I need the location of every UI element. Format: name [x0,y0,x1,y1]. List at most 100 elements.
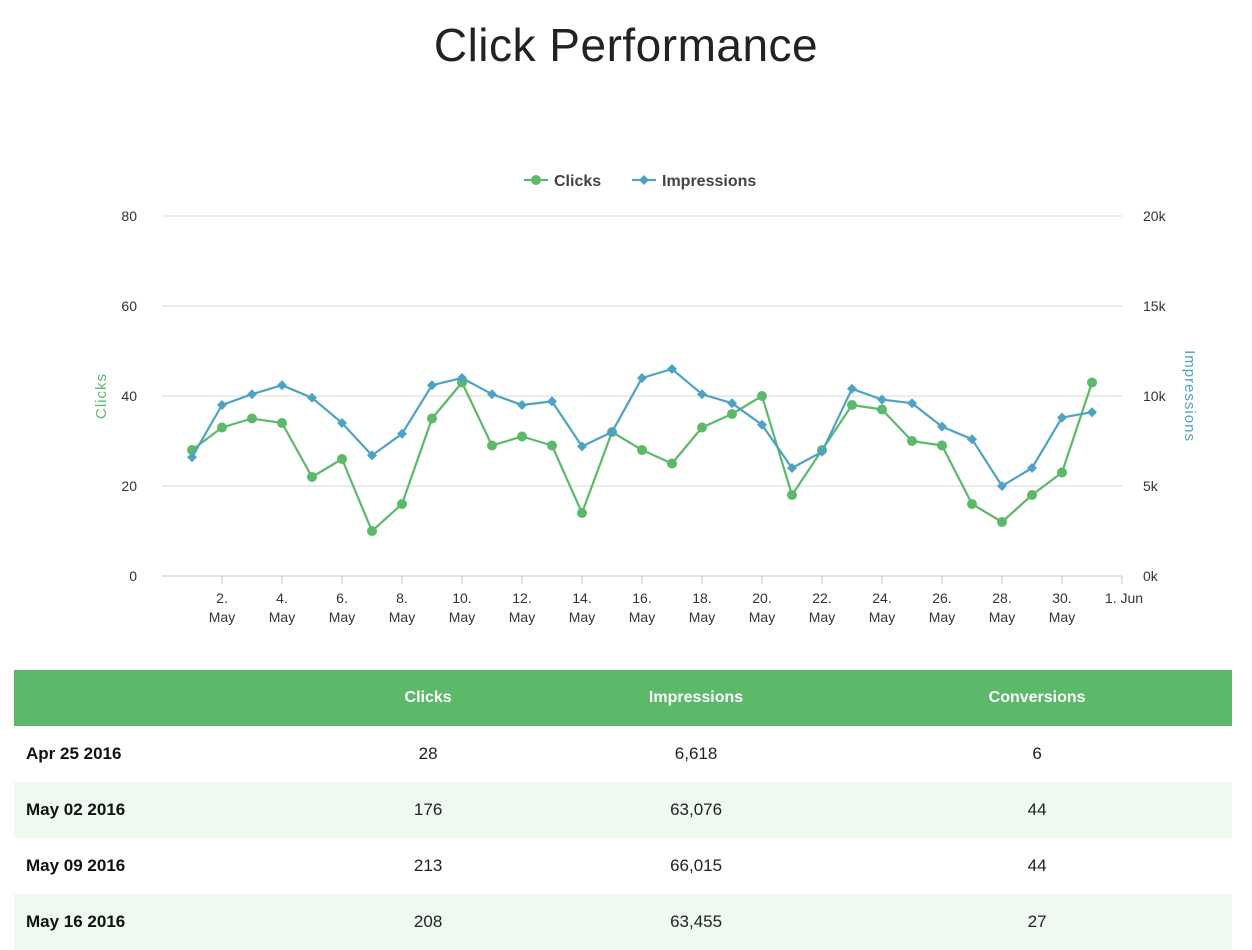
impressions-point [187,452,197,463]
clicks-point [637,445,647,455]
x-tick-label: May [689,609,715,625]
clicks-point [307,472,317,482]
x-tick-label: 12. [512,590,531,606]
impressions-point [937,421,947,432]
impressions-point [397,428,407,439]
impressions-point [307,392,317,403]
x-tick-label: 4. [276,590,288,606]
clicks-point [787,490,797,500]
impressions-point [577,441,587,452]
header-impressions[interactable]: Impressions [648,689,744,706]
row-conversions: 27 [1027,912,1047,931]
y-left-tick-label: 20 [121,478,137,494]
x-tick-label: 26. [932,590,951,606]
impressions-point [517,400,527,410]
x-tick-label: 28. [992,590,1011,606]
row-conversions: 6 [1032,744,1042,763]
impressions-point [967,434,977,445]
x-tick-label: May [269,609,295,625]
y-left-axis-title: Clicks [93,373,110,419]
impressions-point [727,398,737,409]
row-date: Apr 25 2016 [26,744,122,763]
x-tick-label: May [209,609,235,625]
impressions-point [817,446,827,457]
row-conversions: 44 [1027,800,1047,819]
x-tick-label: May [509,609,535,625]
impressions-point [1027,463,1037,473]
x-tick-label: 6. [336,590,348,606]
impressions-point [1087,407,1097,418]
legend-label: Clicks [554,173,601,190]
x-tick-label: 30. [1052,590,1071,606]
row-clicks: 213 [413,856,443,875]
table-row: May 02 2016 176 63,076 44 [14,782,1232,838]
y-right-axis-title: Impressions [1181,350,1198,442]
legend-item-impressions[interactable]: Impressions [632,173,756,190]
clicks-line [191,381,1094,533]
row-date: May 02 2016 [26,800,126,819]
impressions-point [547,396,557,407]
header-date[interactable] [14,670,306,726]
clicks-point [397,499,407,509]
impressions-point [877,394,887,405]
y-right-tick-label: 10k [1143,388,1167,404]
x-tick-label: 14. [572,590,591,606]
clicks-point [1087,377,1097,388]
clicks-point [667,458,677,469]
x-tick-label: 20. [752,590,771,606]
series [187,364,1097,536]
clicks-point [337,454,347,464]
clicks-point [937,440,947,451]
row-date: May 16 2016 [26,912,126,931]
y-right-tick-label: 15k [1143,298,1167,314]
performance-table: Clicks Impressions Conversions Apr 25 20… [14,670,1232,950]
x-tick-label: 24. [872,590,891,606]
y-left-tick-label: 60 [121,298,137,314]
x-tick-label: May [989,609,1015,625]
legend-marker [531,175,541,185]
axes: 0 20 40 60 80 0k 5k 10k 15k 20k 2. May 4. May 6. May 8. M… [93,208,1198,625]
y-left-tick-label: 40 [121,388,137,404]
legend-item-clicks[interactable]: Clicks [524,173,601,190]
legend-label: Impressions [662,173,756,190]
row-impressions: 63,455 [670,912,723,931]
impressions-point [757,419,767,430]
row-date: May 09 2016 [26,856,126,875]
clicks-point [877,404,887,415]
clicks-point [847,400,857,410]
x-tick-label: May [749,609,775,625]
clicks-point [697,422,707,433]
clicks-point [727,409,737,419]
impressions-point [457,373,467,383]
impressions-point [997,481,1007,491]
clicks-point [487,440,497,451]
row-clicks: 208 [413,912,443,931]
impressions-point [787,463,797,473]
header-conversions[interactable]: Conversions [988,689,1086,706]
clicks-point [367,526,377,536]
x-tick-label: May [869,609,895,625]
clicks-point [247,413,257,424]
impressions-point [907,398,917,409]
clicks-point [1027,490,1037,500]
legend[interactable]: Clicks Impressions [524,173,756,190]
x-tick-label: 16. [632,590,651,606]
x-tick-label: May [1049,609,1075,625]
y-right-tick-label: 0k [1143,568,1159,584]
x-tick-label: 22. [812,590,831,606]
impressions-point [607,427,617,437]
clicks-point [967,499,977,509]
x-tick-label: May [389,609,415,625]
line-chart: 0 20 40 60 80 0k 5k 10k 15k 20k 2. May 4. May 6. May 8. M… [93,173,1198,625]
table-row: May 09 2016 213 66,015 44 [14,838,1232,894]
x-tick-label: 10. [452,590,471,606]
header-clicks[interactable]: Clicks [404,689,452,706]
y-left-tick-label: 0 [129,568,137,584]
clicks-point [997,517,1007,527]
clicks-point [427,413,437,424]
impressions-point [337,418,347,428]
x-tick-label: 18. [692,590,711,606]
x-tick-label: May [809,609,835,625]
impressions-point [427,380,437,391]
impressions-point [847,383,857,394]
